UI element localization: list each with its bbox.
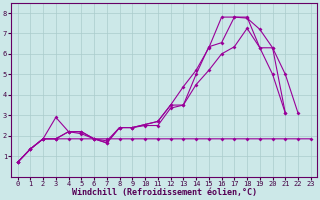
X-axis label: Windchill (Refroidissement éolien,°C): Windchill (Refroidissement éolien,°C): [72, 188, 257, 197]
